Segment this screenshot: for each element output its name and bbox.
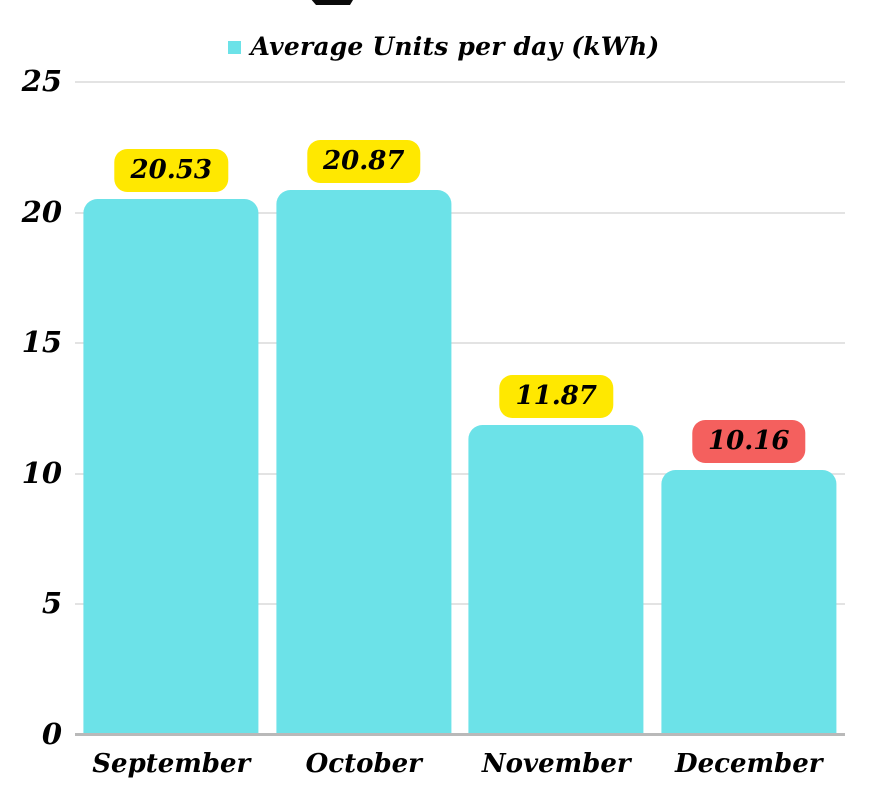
y-tick-label-5: 5	[41, 586, 62, 621]
bar-group-november: 11.87	[460, 82, 653, 735]
data-label-november: 11.87	[499, 375, 613, 418]
x-axis-baseline	[75, 733, 845, 736]
cropped-title-fragment	[311, 0, 353, 5]
gridline-y-10	[75, 472, 845, 475]
y-tick-label-0: 0	[41, 716, 62, 751]
y-axis: 0 5 10 15 20 25	[0, 66, 62, 748]
legend-label: Average Units per day (kWh)	[250, 31, 660, 61]
legend: Average Units per day (kWh)	[0, 29, 887, 63]
bar-november	[468, 424, 644, 735]
plot-area: 20.53 20.87 11.87 10.16	[75, 81, 846, 736]
y-tick-label-20: 20	[21, 194, 62, 229]
gridline-y-15	[75, 342, 845, 345]
y-tick-label-25: 25	[21, 63, 62, 98]
legend-marker-swatch	[227, 40, 241, 54]
gridline-y-5	[75, 603, 845, 606]
data-label-october: 20.87	[307, 140, 421, 183]
gridline-y-25	[75, 81, 845, 83]
gridline-y-20	[75, 211, 845, 214]
x-tick-label-november: November	[481, 749, 631, 779]
x-axis: September October November December	[75, 744, 845, 788]
bar-group-october: 20.87	[268, 82, 461, 735]
bar-december	[661, 469, 837, 735]
data-label-september: 20.53	[114, 149, 228, 192]
bar-group-december: 10.16	[653, 82, 846, 735]
x-tick-label-december: December	[675, 749, 823, 779]
bar-october	[276, 189, 452, 735]
x-tick-label-september: September	[92, 749, 251, 779]
x-tick-label-october: October	[305, 749, 422, 779]
data-label-december: 10.16	[692, 420, 806, 463]
bar-group-september: 20.53	[75, 82, 268, 735]
y-tick-label-15: 15	[21, 325, 62, 360]
bar-september	[83, 198, 259, 735]
y-tick-label-10: 10	[21, 455, 62, 490]
